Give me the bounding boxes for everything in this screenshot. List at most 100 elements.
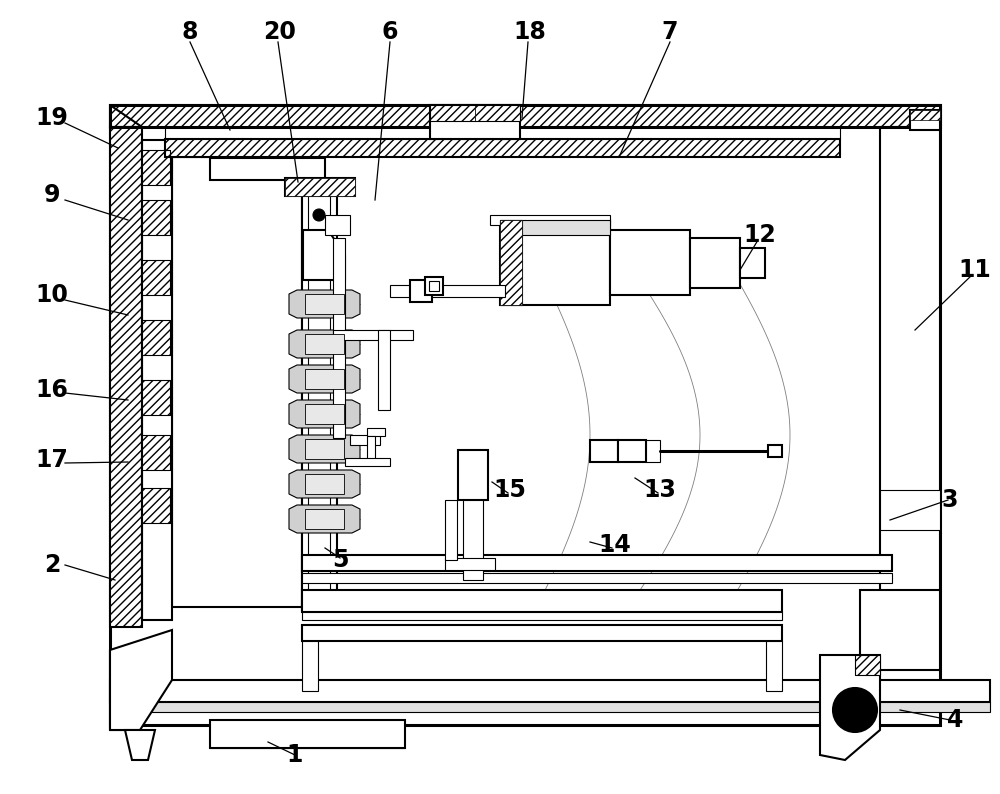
Bar [302,590,782,612]
Bar [305,439,344,459]
Bar [610,230,690,295]
Text: 14: 14 [599,533,631,557]
Bar [345,458,390,466]
Bar [302,180,337,610]
Bar [646,440,660,462]
Text: 7: 7 [662,20,678,44]
Bar [590,440,618,462]
Bar [305,334,344,354]
Bar [172,200,297,590]
Text: 15: 15 [494,478,526,502]
Text: 9: 9 [44,183,60,207]
Bar [305,474,344,494]
Bar [305,509,344,529]
Bar [325,215,350,235]
Bar [142,488,170,523]
Bar [142,260,170,295]
Bar [367,436,375,461]
Bar [690,238,740,288]
Bar [110,105,940,127]
Bar [305,369,344,389]
Bar [500,220,522,305]
Bar [142,488,170,523]
Bar [333,330,413,340]
Bar [142,380,170,415]
Bar [302,625,782,641]
Bar [142,320,170,355]
Bar [618,440,646,462]
Bar [285,178,355,196]
Bar [490,215,610,225]
Bar [429,281,439,291]
Bar [910,110,940,130]
Bar [463,500,483,580]
Bar [390,285,505,297]
Text: 2: 2 [44,553,60,577]
Text: 6: 6 [382,20,398,44]
Bar [475,105,520,121]
Text: 3: 3 [942,488,958,512]
Bar [142,435,170,470]
Bar [367,428,385,436]
Bar [458,450,488,500]
Polygon shape [125,730,155,760]
Polygon shape [110,105,142,127]
Polygon shape [289,505,360,533]
Bar [740,248,765,278]
Bar [302,612,782,620]
Text: 17: 17 [36,448,68,472]
Bar [142,435,170,470]
Bar [308,180,330,610]
Bar [445,500,457,560]
Bar [210,720,405,748]
Bar [880,490,940,530]
Bar [500,220,522,305]
Bar [350,435,380,445]
Bar [445,558,495,570]
Text: 16: 16 [36,378,68,402]
Bar [285,178,355,196]
Bar [142,260,170,295]
Text: 8: 8 [182,20,198,44]
Polygon shape [289,330,360,358]
Bar [110,127,142,627]
Bar [142,140,172,620]
Bar [430,105,520,121]
Bar [142,380,170,415]
Bar [333,238,345,438]
Bar [165,139,840,157]
Bar [110,127,142,627]
Bar [142,150,170,185]
Polygon shape [820,655,880,760]
Bar [855,655,880,675]
Bar [500,220,610,235]
Bar [142,320,170,355]
Text: 11: 11 [959,258,991,282]
Polygon shape [289,470,360,498]
Text: 1: 1 [287,743,303,767]
Bar [910,110,940,120]
Polygon shape [289,365,360,393]
Bar [142,200,170,235]
Text: 10: 10 [36,283,68,307]
Bar [855,655,880,675]
Bar [110,680,990,702]
Text: 5: 5 [332,548,348,572]
Text: 4: 4 [947,708,963,732]
Circle shape [833,688,877,732]
Bar [302,641,318,691]
Polygon shape [289,290,360,318]
Bar [378,330,390,410]
Bar [142,150,170,185]
Bar [165,127,840,139]
Text: 20: 20 [264,20,296,44]
Bar [425,277,443,295]
Circle shape [313,209,325,221]
Bar [430,105,520,139]
Circle shape [845,700,865,720]
Bar [500,220,610,305]
Text: 18: 18 [514,20,546,44]
Bar [210,158,325,180]
Bar [172,157,302,607]
Bar [110,105,940,725]
